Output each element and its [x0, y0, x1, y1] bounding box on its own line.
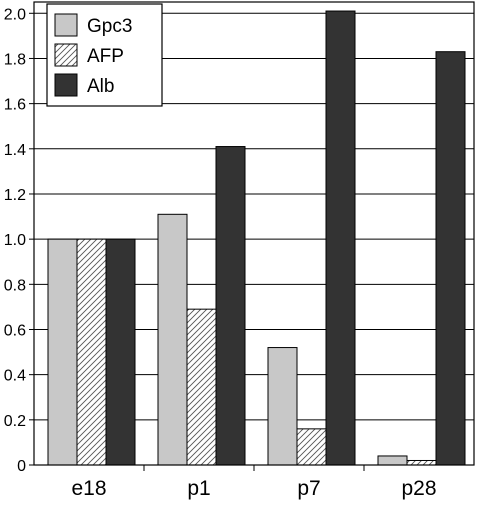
bar-afp-e18	[76, 238, 107, 466]
bar-gpc3-p28	[377, 455, 408, 466]
x-tick-label: p1	[187, 477, 210, 500]
x-tick-label: p28	[401, 477, 436, 500]
bar-gpc3-e18	[47, 238, 78, 466]
y-tick-label: 1.8	[4, 51, 26, 68]
legend-label-alb: Alb	[87, 76, 114, 97]
x-tick-label: p7	[297, 477, 320, 500]
x-tick-label: e18	[71, 477, 106, 500]
bar-alb-p7	[325, 10, 356, 466]
y-tick-label: 0	[17, 458, 26, 475]
y-tick-label: 0.4	[4, 368, 26, 385]
y-tick-label: 2.0	[4, 6, 26, 23]
y-tick-label: 0.2	[4, 413, 26, 430]
bar-alb-e18	[105, 238, 136, 466]
legend-swatch-afp	[54, 43, 78, 67]
bar-gpc3-p7	[267, 347, 298, 466]
y-tick-label: 1.6	[4, 97, 26, 114]
bar-alb-p1	[215, 146, 246, 466]
legend-swatch-gpc3	[54, 13, 78, 37]
bar-afp-p28	[406, 459, 437, 466]
legend-swatch-alb	[54, 73, 78, 97]
bar-afp-p1	[186, 308, 217, 466]
bar-gpc3-p1	[157, 213, 188, 466]
legend-label-afp: AFP	[87, 46, 124, 67]
y-tick-label: 0.8	[4, 277, 26, 294]
y-tick-label: 1.4	[4, 142, 26, 159]
y-tick-label: 1.0	[4, 232, 26, 249]
y-tick-label: 0.6	[4, 322, 26, 339]
bar-afp-p7	[296, 428, 327, 466]
y-tick-label: 1.2	[4, 187, 26, 204]
bar-alb-p28	[435, 51, 466, 466]
legend-label-gpc3: Gpc3	[87, 16, 132, 37]
plot-frame	[33, 1, 475, 466]
